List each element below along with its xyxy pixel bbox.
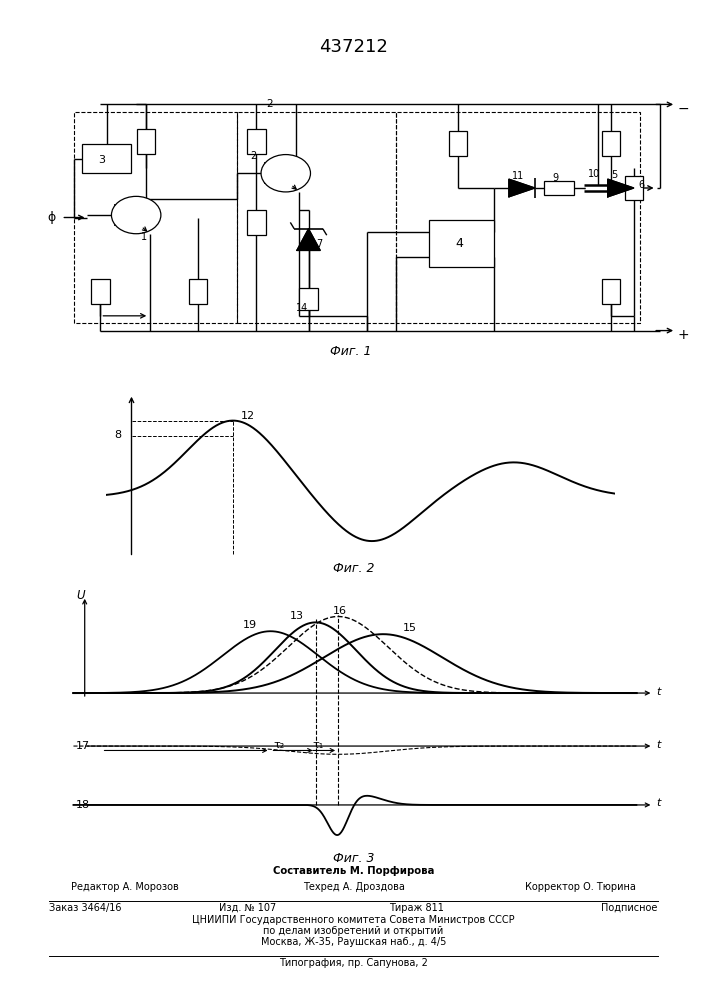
FancyBboxPatch shape [300, 288, 317, 310]
Text: 17: 17 [76, 741, 90, 751]
Text: Подписное: Подписное [601, 903, 658, 913]
Text: 5: 5 [611, 170, 617, 180]
Text: Фиг. 1: Фиг. 1 [330, 345, 372, 358]
FancyBboxPatch shape [189, 279, 207, 304]
Text: Москва, Ж-35, Раушская наб., д. 4/5: Москва, Ж-35, Раушская наб., д. 4/5 [261, 937, 446, 947]
Text: Фиг. 2: Фиг. 2 [333, 562, 374, 575]
Polygon shape [608, 179, 633, 197]
Text: 13: 13 [290, 611, 304, 621]
Text: +: + [678, 328, 689, 342]
Text: 2: 2 [250, 151, 256, 161]
Text: 18: 18 [76, 800, 90, 810]
Text: 16: 16 [332, 606, 346, 616]
FancyBboxPatch shape [82, 144, 131, 173]
Text: 15: 15 [403, 623, 417, 633]
Text: по делам изобретений и открытий: по делам изобретений и открытий [264, 926, 443, 936]
Text: 12: 12 [240, 411, 255, 421]
Text: t: t [656, 740, 660, 750]
Text: τ₂: τ₂ [274, 740, 284, 750]
Text: Фиг. 3: Фиг. 3 [333, 852, 374, 865]
FancyBboxPatch shape [247, 129, 266, 154]
FancyBboxPatch shape [449, 131, 467, 156]
Text: 437212: 437212 [319, 38, 388, 56]
Text: 19: 19 [243, 620, 257, 630]
Polygon shape [297, 229, 320, 250]
Text: Составитель М. Порфирова: Составитель М. Порфирова [273, 866, 434, 876]
Text: U: U [76, 589, 85, 602]
Text: t: t [656, 798, 660, 808]
Text: Заказ 3464/16: Заказ 3464/16 [49, 903, 122, 913]
Circle shape [112, 196, 161, 234]
Text: −: − [678, 101, 689, 115]
Text: 1: 1 [141, 232, 148, 242]
Circle shape [261, 155, 310, 192]
Text: 10: 10 [588, 169, 600, 179]
FancyBboxPatch shape [625, 176, 643, 200]
Text: Типография, пр. Сапунова, 2: Типография, пр. Сапунова, 2 [279, 958, 428, 968]
Text: 14: 14 [296, 303, 308, 313]
Text: Тираж 811: Тираж 811 [389, 903, 444, 913]
Text: Техред А. Дроздова: Техред А. Дроздова [303, 882, 404, 892]
Text: 4: 4 [455, 237, 463, 250]
Text: Корректор О. Тюрина: Корректор О. Тюрина [525, 882, 636, 892]
Text: 2: 2 [267, 99, 273, 109]
Text: 6: 6 [638, 180, 645, 190]
Polygon shape [509, 179, 535, 197]
FancyBboxPatch shape [602, 279, 620, 304]
FancyBboxPatch shape [602, 131, 620, 156]
Text: τ₁: τ₁ [312, 740, 324, 750]
Text: Изд. № 107: Изд. № 107 [219, 903, 276, 913]
Text: 9: 9 [552, 173, 559, 183]
FancyBboxPatch shape [137, 129, 155, 154]
Text: ЦНИИПИ Государственного комитета Совета Министров СССР: ЦНИИПИ Государственного комитета Совета … [192, 915, 515, 925]
Text: 11: 11 [511, 171, 524, 181]
Text: ϕ: ϕ [47, 211, 55, 224]
FancyBboxPatch shape [544, 181, 573, 195]
FancyBboxPatch shape [247, 210, 266, 235]
FancyBboxPatch shape [91, 279, 110, 304]
Text: Редактор А. Морозов: Редактор А. Морозов [71, 882, 178, 892]
FancyBboxPatch shape [429, 220, 494, 267]
Text: 3: 3 [98, 155, 105, 165]
Text: 7: 7 [316, 239, 322, 249]
Text: t: t [656, 687, 660, 697]
Text: 8: 8 [115, 430, 122, 440]
